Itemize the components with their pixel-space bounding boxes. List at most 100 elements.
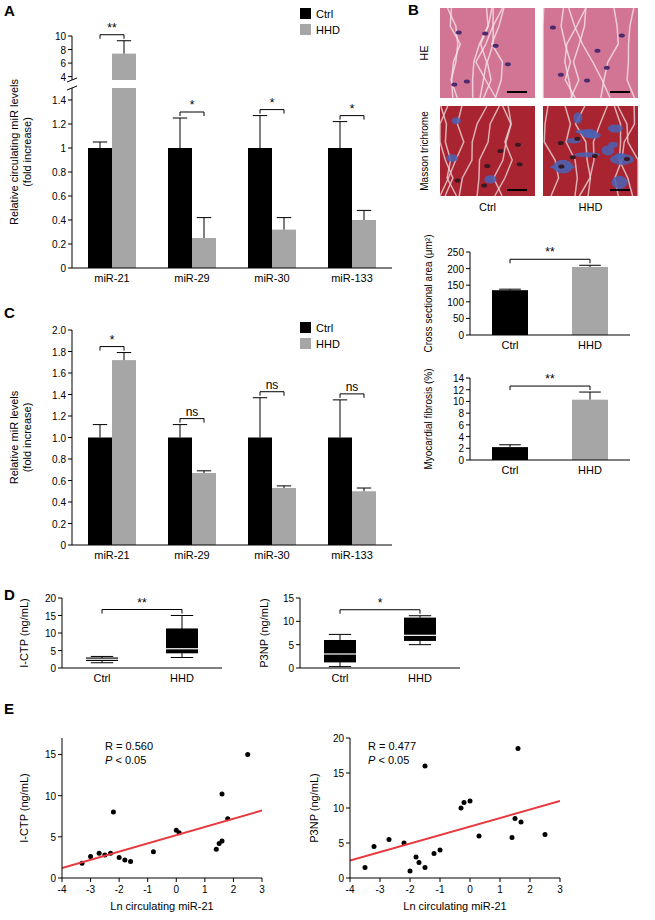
tick-label: 1.2 [52,411,66,422]
scale-bar [610,91,630,93]
nucleus [592,154,598,158]
tick [466,378,470,379]
tick [58,598,62,599]
category-label: HHD [578,339,602,351]
nucleus [484,164,490,168]
category-label: Ctrl [331,672,348,684]
chart: 00.20.40.60.81.01.21.41.61.82.0miR-21miR… [4,304,392,561]
tick-label: 15 [333,768,345,779]
error-bar [333,122,347,148]
tick [68,196,72,197]
error-bar [579,265,601,267]
bar [272,488,296,545]
tick-label: 10 [283,616,295,627]
tick-label: 1.2 [52,119,66,130]
panel-label: C [4,304,15,321]
median [324,653,356,654]
tick-label: 5 [50,832,56,843]
axis-line [350,878,560,879]
error-bar [173,118,187,148]
tick [68,244,72,245]
tick [58,795,62,796]
tick [466,460,470,461]
annotation: P < 0.05 [105,754,146,766]
axis-break [64,80,392,88]
axis-line [72,36,73,80]
point [117,855,122,860]
axis-title: Cross sectional area (μm²) [423,234,434,352]
point [459,806,464,811]
tick [119,878,120,882]
tick [466,285,470,286]
tick [58,668,62,669]
tick-label: 3 [557,884,563,895]
nucleus [455,179,461,183]
bar [192,238,216,268]
fibrosis [484,175,496,183]
tick [466,389,470,390]
marks [492,392,608,460]
error-bar [197,218,211,238]
tick [560,878,561,882]
tick [68,330,72,331]
error-bar [93,425,107,438]
marks [350,746,560,874]
chart: 05101520-4-3-2-10123Ln circulating miR-2… [308,733,563,912]
tick-label: 15 [283,593,295,604]
cell-border [544,106,558,196]
chart: CtrlHHD051015P3NP (ng/mL)* [258,593,460,684]
bar [492,447,528,460]
point [372,844,377,849]
nucleus [594,49,600,53]
tick-label: 100 [447,297,464,308]
tick [68,172,72,173]
nucleus [517,162,523,166]
fibrosis [446,154,458,162]
tick [466,436,470,437]
tick-label: 5 [288,640,294,651]
tick-label: 0 [338,873,344,884]
tick-label: 10 [453,396,465,407]
point [111,810,116,815]
cell-border [561,8,575,98]
bar [112,360,136,545]
tick-label: 50 [453,313,465,324]
tick [68,480,72,481]
fibrosis [608,124,623,132]
tick-label: 150 [447,280,464,291]
fit-line [350,801,560,861]
tick [296,621,300,622]
significance: * [270,96,275,110]
tick-label: 8 [458,408,464,419]
axis-line [300,668,460,669]
point [220,792,225,797]
significance: ** [137,596,147,610]
tick-label: 1.4 [52,390,66,401]
background [0,0,655,920]
nucleus [456,31,462,35]
point [516,746,521,751]
tick-label: 10 [333,803,345,814]
axis-line [72,268,392,269]
category-label: miR-30 [254,272,289,284]
point [387,837,392,842]
chart: 050100150200250CtrlHHDCross sectional ar… [423,234,630,352]
tick [262,878,263,882]
cell-border [627,8,634,98]
bar [352,220,376,268]
bracket [260,392,284,396]
point [510,835,515,840]
tick-label: 1.4 [52,95,66,106]
whisker-cap [409,615,431,616]
box [404,618,436,641]
column-label: HHD [579,201,603,213]
tick-label: 10 [55,31,67,42]
nucleus [558,141,564,145]
category-label: miR-21 [94,272,129,284]
axis-line [470,335,630,336]
point [151,849,156,854]
tick-label: 0 [50,663,56,674]
cell-border [492,8,504,98]
tick [410,878,411,882]
whisker-cap [91,662,113,663]
